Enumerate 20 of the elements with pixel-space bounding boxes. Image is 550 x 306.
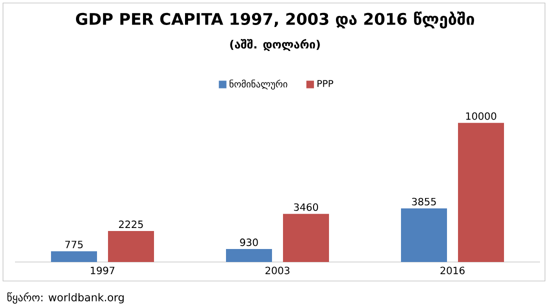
data-label: 2225 (119, 220, 143, 228)
bar (401, 208, 447, 262)
data-label: 775 (65, 240, 83, 248)
bar (108, 231, 154, 262)
x-tick-label: 1997 (90, 266, 114, 274)
bar (51, 251, 98, 262)
x-tick-label: 2016 (440, 266, 465, 274)
x-tick-label: 2003 (266, 266, 290, 274)
chart-title: GDP PER CAPITA 1997, 2003 და 2016 წლებში (76, 12, 474, 28)
data-label: 3855 (412, 198, 436, 206)
data-label: 3460 (294, 203, 318, 211)
data-label: 930 (240, 238, 258, 246)
chart-subtitle: (აშშ. დოლარი) (230, 39, 320, 51)
bar (458, 122, 504, 262)
data-label: 10000 (466, 112, 496, 120)
bar (283, 214, 329, 262)
text: წყარო: worldbank.org (7, 292, 124, 304)
legend-label: PPP (318, 80, 334, 87)
bar (226, 249, 272, 262)
legend-label: ნომინალური (230, 80, 288, 90)
